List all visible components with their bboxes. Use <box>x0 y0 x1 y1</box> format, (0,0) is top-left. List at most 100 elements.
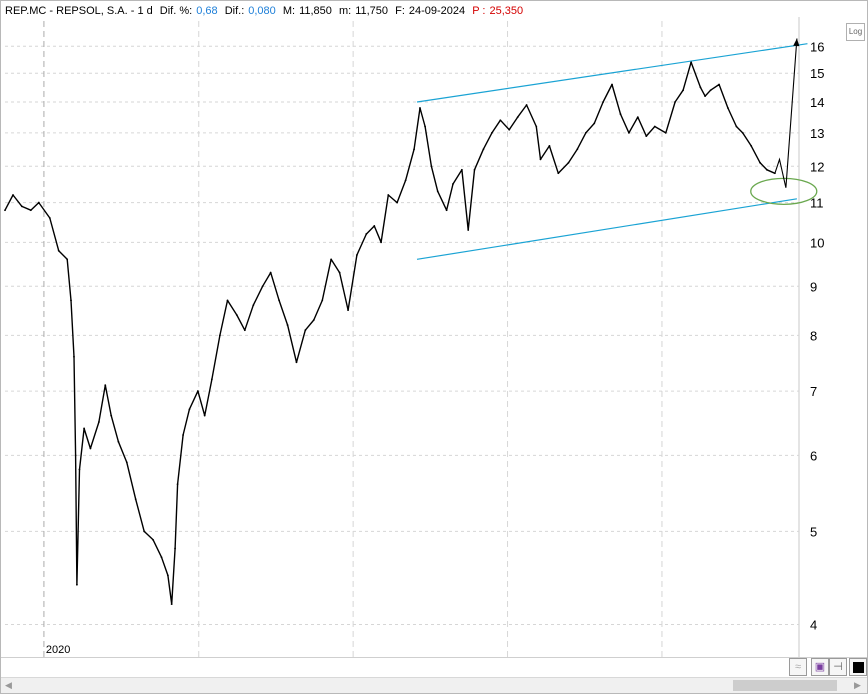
price-point <box>89 447 92 450</box>
price-point <box>653 125 656 128</box>
color-square-icon <box>852 661 864 673</box>
price-point <box>321 299 324 302</box>
price-point <box>567 161 570 164</box>
price-point <box>424 125 426 128</box>
price-point <box>690 61 693 64</box>
y-tick-label: 6 <box>810 448 817 463</box>
price-point <box>338 271 341 274</box>
x-year-marker: 2020 <box>46 644 70 656</box>
price-point <box>330 258 333 261</box>
scroll-right-icon[interactable]: ▶ <box>854 680 861 690</box>
date-value: 24-09-2024 <box>408 5 466 17</box>
color-button[interactable] <box>849 658 867 676</box>
price-point <box>160 556 163 559</box>
min-value: 11,750 <box>355 5 389 17</box>
price-point <box>619 113 622 115</box>
price-point <box>750 145 753 147</box>
log-scale-button[interactable]: Log <box>846 23 865 41</box>
price-point <box>365 233 368 235</box>
price-point <box>66 258 69 261</box>
price-point <box>436 190 439 193</box>
y-tick-label: 15 <box>810 66 824 81</box>
y-tick-label: 9 <box>810 279 817 294</box>
y-tick-label: 12 <box>810 159 824 174</box>
price-point <box>628 131 630 134</box>
price-point <box>295 361 298 364</box>
price-point <box>516 116 519 119</box>
price-point <box>611 83 613 86</box>
price-point <box>83 427 86 430</box>
quote-header: REP.MC - REPSOL, S.A. - 1 d Dif. %: 0,68 … <box>5 4 527 18</box>
price-point <box>584 131 587 134</box>
max-value: 11,850 <box>299 5 332 17</box>
pin-button[interactable]: ⊣ <box>829 658 847 676</box>
price-point <box>252 304 255 307</box>
price-point <box>304 329 307 332</box>
price-point <box>143 530 146 533</box>
price-point <box>278 299 281 302</box>
price-point <box>37 201 40 204</box>
price-point <box>110 414 113 417</box>
y-tick-label: 14 <box>810 95 824 110</box>
horizontal-scrollbar[interactable]: ◀ ▶ <box>1 677 867 693</box>
ticker-label: REP.MC - REPSOL, S.A. - 1 d <box>5 5 153 17</box>
price-point <box>174 547 176 550</box>
y-tick-label: 16 <box>810 39 824 54</box>
price-point <box>152 538 154 541</box>
p-value: 25,350 <box>489 5 524 17</box>
save-button[interactable]: ▣ <box>811 658 829 676</box>
p-label: P : <box>472 5 486 17</box>
price-point <box>735 125 738 128</box>
price-point <box>226 299 229 302</box>
price-point <box>674 101 676 103</box>
price-point <box>73 355 75 358</box>
projection-arrow <box>774 38 798 188</box>
price-point <box>170 603 173 606</box>
price-point <box>499 119 502 122</box>
price-point <box>196 390 199 392</box>
price-point <box>134 498 137 501</box>
price-point <box>166 574 169 577</box>
price-point <box>74 454 77 457</box>
price-point <box>12 194 14 196</box>
channel-trendline <box>416 43 808 103</box>
price-point <box>636 116 639 119</box>
zoom-button[interactable]: ≈ <box>789 658 807 676</box>
price-point <box>467 229 470 231</box>
price-point <box>356 254 358 256</box>
scroll-left-icon[interactable]: ◀ <box>5 680 12 690</box>
price-point <box>548 145 551 147</box>
y-tick-label: 8 <box>810 328 817 343</box>
price-point <box>182 434 184 436</box>
price-point <box>373 225 376 227</box>
price-point <box>70 299 72 302</box>
price-point <box>235 314 238 316</box>
dif-pct-label: Dif. %: <box>159 5 193 17</box>
price-point <box>645 135 648 138</box>
scrollbar-thumb[interactable] <box>733 680 837 691</box>
max-label: M: <box>282 5 296 17</box>
price-point <box>78 468 81 471</box>
y-tick-label: 5 <box>810 524 817 539</box>
price-point <box>704 95 706 97</box>
price-point <box>759 161 761 164</box>
y-tick-label: 11 <box>810 196 824 211</box>
price-point <box>210 378 213 381</box>
price-point <box>445 209 448 212</box>
price-point <box>664 131 667 134</box>
dif-label: Dif.: <box>224 5 245 17</box>
price-point <box>460 168 463 171</box>
price-point <box>430 165 433 168</box>
save-icon: ▣ <box>814 661 826 673</box>
price-point <box>261 285 264 288</box>
channel-trendline <box>416 198 797 260</box>
price-point <box>490 131 493 134</box>
price-point <box>525 104 528 106</box>
price-point <box>98 421 100 423</box>
arrow-head <box>793 38 800 47</box>
price-point <box>413 148 415 151</box>
price-point <box>602 101 605 103</box>
y-tick-label: 10 <box>810 235 824 250</box>
